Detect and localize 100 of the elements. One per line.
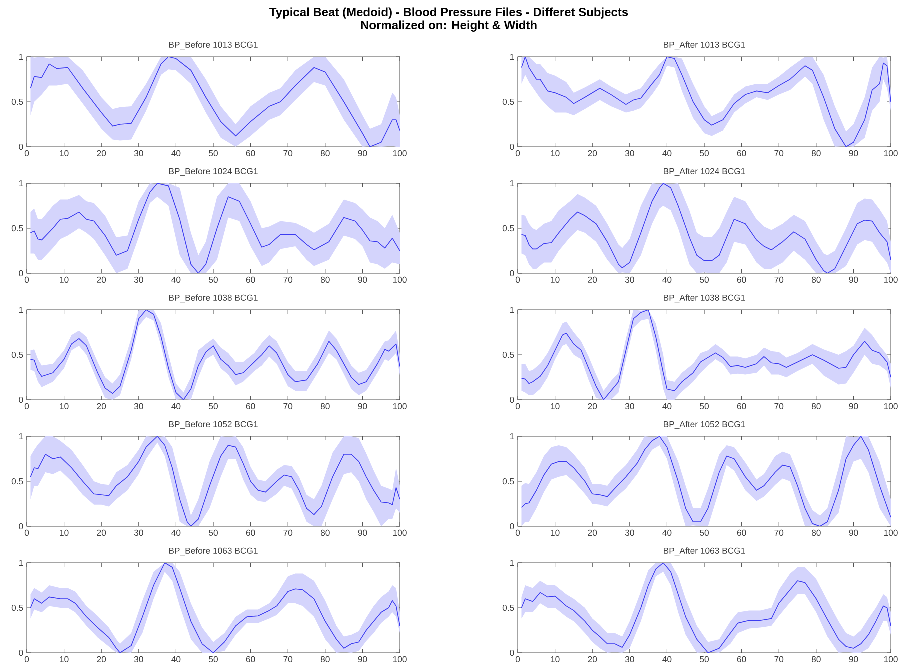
x-tick-label: 20 [97, 530, 106, 536]
x-tick-label: 40 [172, 150, 181, 157]
x-tick-label: 90 [358, 276, 368, 284]
y-tick-label: 1 [510, 560, 514, 566]
x-tick-label: 40 [662, 150, 672, 157]
chart-title: BP_Before 1024 BCG1 [169, 168, 258, 176]
chart-title: BP_After 1063 BCG1 [664, 548, 746, 556]
x-tick-label: 10 [551, 656, 560, 663]
x-tick-label: 0 [24, 150, 30, 157]
x-tick-label: 90 [849, 530, 858, 536]
x-tick-label: 70 [284, 276, 293, 284]
chart-title: BP_Before 1063 BCG1 [169, 548, 258, 556]
x-tick-label: 20 [588, 150, 598, 157]
y-tick-label: 1 [510, 307, 514, 313]
y-tick-label: 0 [510, 144, 514, 150]
x-tick-label: 90 [358, 656, 368, 663]
x-tick-label: 10 [551, 276, 560, 284]
x-tick-label: 0 [516, 656, 520, 663]
x-tick-label: 90 [849, 403, 858, 410]
x-tick-label: 100 [393, 530, 407, 536]
x-tick-label: 30 [134, 150, 144, 157]
y-tick-label: 0.5 [12, 98, 24, 106]
chart-title: BP_Before 1013 BCG1 [169, 42, 258, 50]
x-tick-label: 50 [209, 276, 218, 284]
x-tick-label: 0 [516, 150, 520, 157]
x-tick-label: 100 [884, 656, 898, 663]
y-tick-label: 0.5 [502, 98, 514, 106]
x-tick-label: 20 [588, 656, 598, 663]
x-tick-label: 100 [884, 530, 898, 536]
text: Normalized on: Height & Width [361, 20, 537, 32]
x-tick-label: 10 [60, 150, 69, 157]
y-tick-label: 1 [510, 434, 514, 440]
x-tick-label: 30 [625, 656, 634, 663]
y-tick-label: 1 [510, 180, 514, 186]
y-tick-label: 0.5 [502, 604, 514, 612]
chart-title: BP_After 1024 BCG1 [664, 168, 746, 176]
x-tick-label: 40 [172, 656, 181, 663]
x-tick-label: 40 [662, 276, 672, 284]
x-tick-label: 80 [320, 530, 330, 536]
x-tick-label: 30 [134, 276, 144, 284]
x-tick-label: 80 [812, 276, 821, 284]
x-tick-label: 0 [24, 276, 30, 284]
x-tick-label: 50 [209, 403, 218, 410]
x-tick-label: 20 [588, 530, 598, 536]
x-tick-label: 60 [737, 276, 746, 284]
x-tick-label: 80 [320, 150, 330, 157]
chart-title: BP_After 1038 BCG1 [664, 294, 746, 303]
y-tick-label: 0 [510, 270, 514, 277]
x-tick-label: 90 [849, 276, 858, 284]
chart-title: BP_Before 1052 BCG1 [169, 421, 258, 430]
x-tick-label: 10 [551, 150, 560, 157]
y-tick-label: 0 [19, 523, 24, 530]
y-tick-label: 0.5 [502, 478, 514, 485]
y-tick-label: 0 [510, 523, 514, 530]
x-tick-label: 100 [884, 150, 898, 157]
x-tick-label: 70 [284, 656, 293, 663]
x-tick-label: 90 [358, 403, 368, 410]
y-tick-label: 0 [510, 650, 514, 656]
x-tick-label: 80 [812, 403, 821, 410]
x-tick-label: 10 [551, 403, 560, 410]
x-tick-label: 100 [393, 150, 407, 157]
x-tick-label: 40 [172, 530, 181, 536]
y-tick-label: 0.5 [12, 352, 24, 358]
x-tick-label: 90 [358, 150, 368, 157]
y-tick-label: 0.5 [12, 604, 24, 612]
x-tick-label: 0 [516, 530, 520, 536]
x-tick-label: 50 [209, 150, 218, 157]
x-tick-label: 80 [320, 276, 330, 284]
x-tick-label: 70 [774, 530, 784, 536]
x-tick-label: 50 [700, 656, 709, 663]
y-tick-label: 0 [510, 396, 514, 404]
x-tick-label: 100 [393, 656, 407, 663]
x-tick-label: 50 [209, 530, 218, 536]
x-tick-label: 30 [134, 656, 144, 663]
y-tick-label: 0 [19, 650, 24, 656]
x-tick-label: 20 [97, 656, 106, 663]
x-tick-label: 20 [97, 276, 106, 284]
x-tick-label: 50 [209, 656, 218, 663]
x-tick-label: 20 [97, 150, 106, 157]
y-tick-label: 1 [19, 180, 24, 186]
x-tick-label: 10 [60, 530, 69, 536]
x-tick-label: 60 [737, 656, 746, 663]
x-tick-label: 70 [774, 656, 784, 663]
x-tick-label: 30 [134, 403, 144, 410]
x-tick-label: 60 [737, 530, 746, 536]
x-tick-label: 60 [737, 403, 746, 410]
x-tick-label: 100 [884, 276, 898, 284]
x-tick-label: 40 [172, 276, 181, 284]
x-tick-label: 20 [588, 403, 598, 410]
y-tick-label: 1 [19, 434, 24, 440]
y-tick-label: 0.5 [502, 352, 514, 358]
text: Typical Beat (Medoid) - Blood Pressure Files - Differet Subjects [270, 8, 628, 19]
x-tick-label: 100 [393, 276, 407, 284]
x-tick-label: 80 [812, 530, 821, 536]
x-tick-label: 20 [588, 276, 598, 284]
x-tick-label: 80 [320, 403, 330, 410]
x-tick-label: 80 [812, 150, 821, 157]
x-tick-label: 90 [358, 530, 368, 536]
y-tick-label: 0.5 [502, 225, 514, 232]
x-tick-label: 40 [662, 530, 672, 536]
